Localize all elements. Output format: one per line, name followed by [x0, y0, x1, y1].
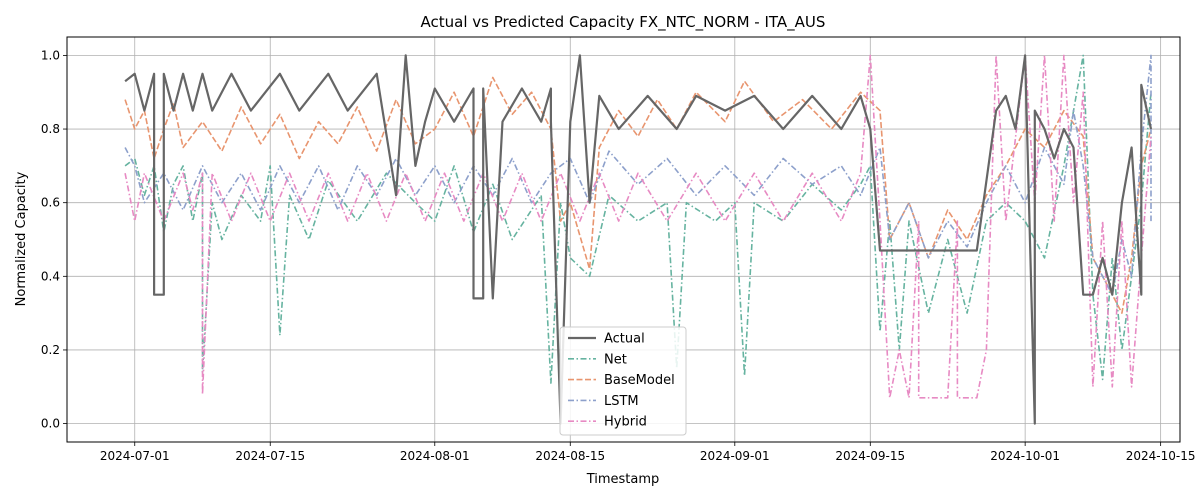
legend-label-lstm: LSTM	[604, 394, 639, 409]
series-line-basemodel	[124, 76, 1152, 314]
y-tick-label: 0.8	[41, 122, 60, 136]
legend-label-hybrid: Hybrid	[604, 415, 647, 430]
series-layer	[124, 54, 1153, 425]
x-axis: 2024-07-01 2024-07-15 2024-08-01 2024-08-15…	[100, 442, 1196, 463]
y-tick-label: 0.6	[41, 196, 60, 210]
x-tick-label: 2024-10-15	[1126, 449, 1196, 463]
legend-label-net: Net	[604, 352, 627, 367]
x-axis-label: Timestamp	[586, 472, 660, 487]
series-line-actual	[124, 54, 1153, 425]
x-tick-label: 2024-09-01	[700, 449, 770, 463]
legend-box	[559, 326, 687, 436]
y-axis: 0.0 0.2 0.4 0.6 0.8 1.0	[41, 48, 67, 431]
x-tick-label: 2024-08-01	[400, 449, 470, 463]
legend-label-actual: Actual	[604, 332, 645, 347]
x-tick-label: 2024-07-15	[235, 449, 305, 463]
legend-label-basemodel: BaseModel	[604, 373, 675, 388]
plot-frame	[66, 36, 1181, 443]
chart-title: Actual vs Predicted Capacity FX_NTC_NORM…	[421, 13, 826, 32]
y-axis-label: Normalized Capacity	[14, 171, 29, 306]
y-tick-label: 1.0	[41, 48, 60, 62]
x-tick-label: 2024-10-01	[990, 449, 1060, 463]
x-tick-label: 2024-08-15	[535, 449, 605, 463]
y-tick-label: 0.4	[41, 269, 60, 283]
y-tick-label: 0.2	[41, 343, 60, 357]
x-tick-label: 2024-07-01	[100, 449, 170, 463]
legend: Actual Net BaseModel LSTM Hybrid	[559, 326, 687, 436]
x-tick-label: 2024-09-15	[835, 449, 905, 463]
y-tick-label: 0.0	[41, 417, 60, 431]
series-line-lstm	[124, 54, 1152, 296]
